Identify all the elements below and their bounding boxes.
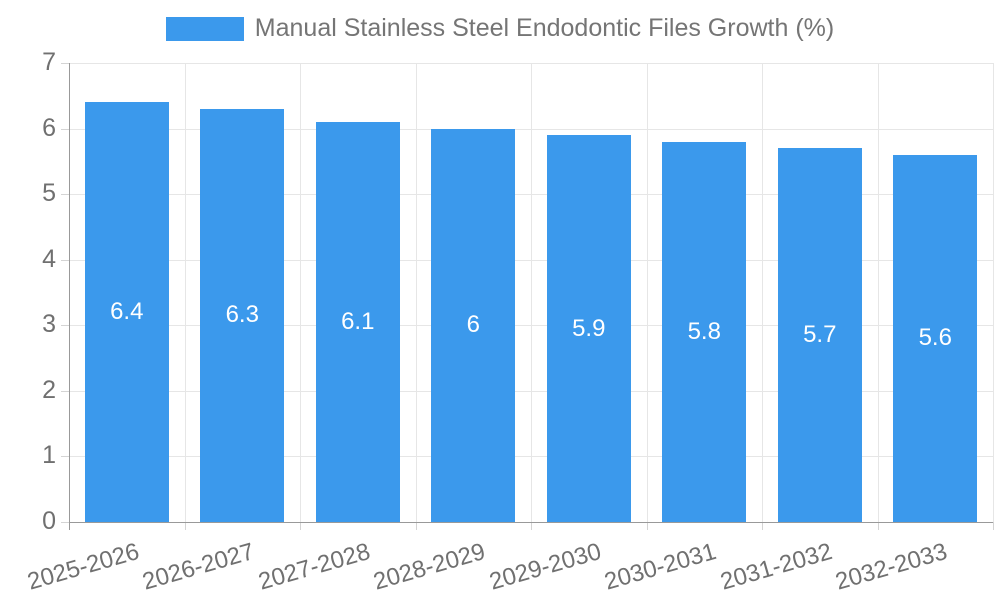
x-axis-tick-label: 2026-2027 [139,538,258,596]
x-axis-tick-label: 2032-2033 [832,538,951,596]
bar-value-label: 5.8 [687,318,721,345]
x-tick-mark [993,522,994,530]
bar-value-label: 6.4 [110,298,144,325]
bar-value-label: 6 [466,311,480,338]
bar-2030-2031[interactable] [662,142,746,522]
x-tick-mark [762,522,763,530]
y-tick-mark [61,63,69,64]
y-axis-tick-label: 1 [42,440,56,469]
bar-value-label: 5.6 [918,324,952,351]
bar-2031-2032[interactable] [778,148,862,522]
x-tick-mark [878,522,879,530]
x-gridline [878,63,879,522]
bar-2025-2026[interactable] [85,102,169,522]
x-gridline [531,63,532,522]
x-gridline [300,63,301,522]
x-axis-tick-label: 2027-2028 [255,538,374,596]
y-axis-tick-label: 7 [42,47,56,76]
y-axis-tick-label: 0 [42,506,56,535]
y-tick-mark [61,194,69,195]
bar-2028-2029[interactable] [431,129,515,522]
y-tick-mark [61,325,69,326]
x-tick-mark [647,522,648,530]
y-tick-mark [61,129,69,130]
y-axis-tick-label: 4 [42,244,56,273]
x-gridline [416,63,417,522]
x-gridline [647,63,648,522]
y-axis-line [69,63,70,530]
x-tick-mark [300,522,301,530]
bar-value-label: 6.3 [225,301,259,328]
x-gridline [993,63,994,522]
bar-2027-2028[interactable] [316,122,400,522]
x-axis-tick-label: 2025-2026 [24,538,143,596]
y-tick-mark [61,260,69,261]
y-axis-tick-label: 5 [42,178,56,207]
bar-2032-2033[interactable] [893,155,977,522]
x-axis-line [69,522,993,523]
y-tick-mark [61,391,69,392]
bar-value-label: 5.7 [803,321,837,348]
bar-2029-2030[interactable] [547,135,631,522]
legend-label: Manual Stainless Steel Endodontic Files … [254,14,835,42]
x-axis-tick-label: 2028-2029 [370,538,489,596]
y-tick-mark [61,456,69,457]
x-gridline [185,63,186,522]
bar-value-label: 6.1 [341,308,375,335]
x-axis-tick-label: 2029-2030 [486,538,605,596]
x-axis-tick-label: 2030-2031 [601,538,720,596]
legend-swatch [165,16,244,41]
y-axis-tick-label: 6 [42,113,56,142]
x-axis-tick-label: 2031-2032 [717,538,836,596]
y-tick-mark [61,522,69,523]
y-axis-tick-label: 3 [42,309,56,338]
bar-2026-2027[interactable] [200,109,284,522]
bar-value-label: 5.9 [572,315,606,342]
x-gridline [762,63,763,522]
x-tick-mark [416,522,417,530]
x-tick-mark [531,522,532,530]
x-tick-mark [185,522,186,530]
legend[interactable]: Manual Stainless Steel Endodontic Files … [0,14,1000,43]
y-axis-tick-label: 2 [42,375,56,404]
